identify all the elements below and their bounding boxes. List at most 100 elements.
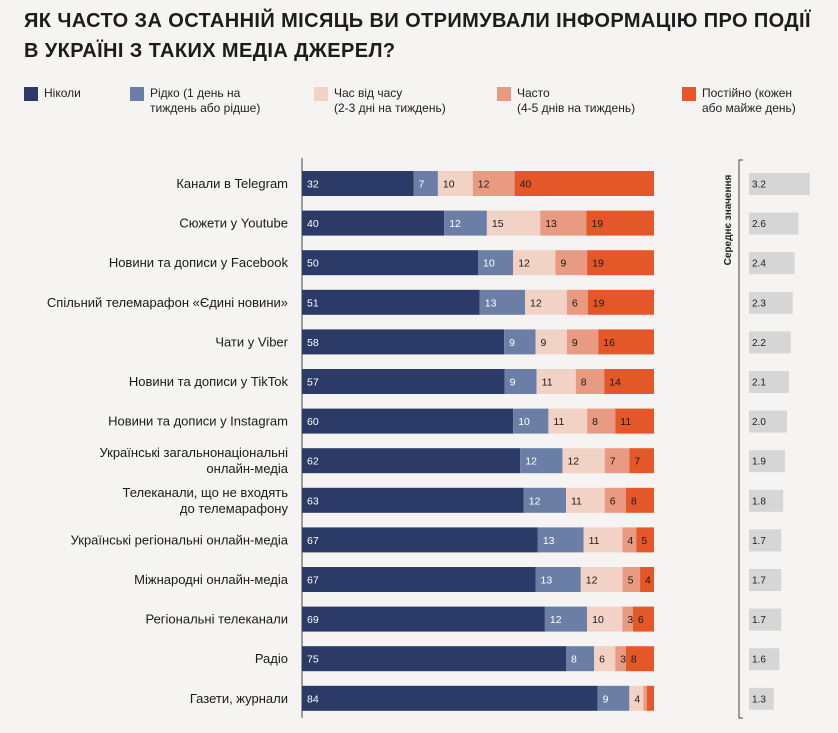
bar-value-label-4-8: 8 bbox=[631, 495, 637, 507]
bar-value-label-2-1: 15 bbox=[492, 218, 504, 230]
bar-segment-3-6 bbox=[587, 408, 616, 434]
bar-value-label-0-5: 57 bbox=[307, 377, 319, 389]
bar-segment-3-0 bbox=[472, 171, 515, 196]
bar-value-label-1-5: 9 bbox=[510, 377, 516, 389]
bar-segment-0-13 bbox=[302, 685, 598, 711]
average-value-label-3: 2.3 bbox=[752, 298, 766, 309]
category-label-11: Регіональні телеканали bbox=[145, 612, 288, 627]
category-label-line: Українські загальнонаціональні bbox=[99, 445, 288, 460]
bar-segment-0-9 bbox=[302, 527, 538, 553]
category-label-10: Міжнародні онлайн-медіа bbox=[134, 572, 289, 587]
average-value-label-10: 1.7 bbox=[752, 576, 766, 587]
bar-value-label-3-3: 6 bbox=[572, 297, 578, 309]
average-bar-1 bbox=[749, 212, 799, 235]
bar-value-label-2-12: 6 bbox=[599, 654, 605, 666]
category-label-line: Газети, журнали bbox=[190, 691, 288, 706]
bar-value-label-2-5: 11 bbox=[542, 377, 553, 389]
bar-value-label-0-8: 63 bbox=[307, 495, 319, 507]
bar-segment-4-10 bbox=[640, 567, 654, 592]
bar-segment-0-2 bbox=[302, 250, 478, 276]
legend-item-never: Ніколи bbox=[24, 86, 81, 101]
bar-segment-3-10 bbox=[622, 567, 641, 592]
category-label-line: Телеканали, що не входять bbox=[123, 485, 289, 500]
bar-value-label-1-4: 9 bbox=[509, 337, 515, 349]
bar-value-label-3-9: 4 bbox=[627, 535, 633, 547]
bar-value-label-1-7: 12 bbox=[525, 456, 537, 468]
average-bar-12 bbox=[749, 648, 780, 671]
average-bar-11 bbox=[749, 608, 782, 631]
bar-value-label-3-6: 8 bbox=[592, 416, 598, 428]
bar-segment-0-4 bbox=[302, 329, 505, 355]
bar-value-label-0-4: 58 bbox=[307, 337, 319, 349]
bar-segment-4-1 bbox=[586, 210, 654, 236]
bar-value-label-3-2: 9 bbox=[560, 258, 566, 270]
bar-segment-1-1 bbox=[444, 210, 487, 236]
bar-value-label-3-12: 3 bbox=[620, 654, 626, 666]
bar-segment-3-2 bbox=[555, 250, 588, 276]
legend-label-rarely: Рідко (1 день на тиждень або рідше) bbox=[150, 86, 261, 115]
bar-value-label-4-0: 40 bbox=[520, 179, 532, 191]
bar-segment-0-3 bbox=[302, 289, 480, 315]
bar-segment-2-2 bbox=[513, 250, 556, 276]
category-label-line: Спільний телемарафон «Єдині новини» bbox=[47, 295, 288, 310]
average-value-label-8: 1.8 bbox=[752, 496, 766, 507]
bar-segment-2-12 bbox=[594, 646, 616, 672]
bar-segment-2-7 bbox=[562, 448, 605, 474]
bar-value-label-1-11: 12 bbox=[550, 614, 562, 626]
bar-segment-3-7 bbox=[604, 448, 630, 474]
bar-value-label-4-4: 16 bbox=[603, 337, 615, 349]
legend-label-never: Ніколи bbox=[44, 86, 81, 100]
category-label-line: Чати у Viber bbox=[215, 334, 288, 349]
category-label-line: онлайн-медіа bbox=[206, 461, 288, 476]
bar-value-label-1-1: 12 bbox=[449, 218, 461, 230]
bar-value-label-2-6: 11 bbox=[553, 416, 564, 428]
bar-value-label-0-10: 67 bbox=[307, 575, 319, 587]
bar-segment-4-11 bbox=[632, 606, 654, 632]
legend-label-sometimes: Час від часу (2-3 дні на тиждень) bbox=[334, 86, 446, 115]
bar-value-label-4-9: 5 bbox=[641, 535, 647, 547]
category-label-4: Чати у Viber bbox=[215, 334, 288, 349]
bar-value-label-0-2: 50 bbox=[307, 258, 319, 270]
bar-segment-0-10 bbox=[302, 567, 536, 592]
bar-value-label-4-11: 6 bbox=[638, 614, 644, 626]
bar-segment-0-7 bbox=[302, 448, 521, 474]
bar-segment-1-2 bbox=[478, 250, 514, 276]
category-label-line: Міжнародні онлайн-медіа bbox=[134, 572, 289, 587]
bar-value-label-0-3: 51 bbox=[307, 297, 319, 309]
bar-segment-3-12 bbox=[615, 646, 626, 672]
category-label-line: Новини та дописи у Instagram bbox=[108, 414, 288, 429]
average-value-label-11: 1.7 bbox=[752, 615, 766, 626]
average-value-label-4: 2.2 bbox=[752, 338, 766, 349]
bar-segment-4-13 bbox=[646, 685, 654, 711]
category-label-line: до телемарафону bbox=[180, 501, 289, 516]
bar-value-label-3-5: 8 bbox=[581, 377, 587, 389]
category-label-7: Українські загальнонаціональні онлайн-мед… bbox=[99, 445, 288, 476]
bar-value-label-4-12: 8 bbox=[631, 654, 637, 666]
bar-segment-3-11 bbox=[622, 606, 633, 632]
bar-segment-2-1 bbox=[486, 210, 541, 236]
bar-value-label-2-2: 12 bbox=[518, 258, 530, 270]
average-bar-5 bbox=[749, 371, 789, 393]
category-label-line: Канали в Telegram bbox=[176, 176, 288, 191]
bar-segment-3-5 bbox=[575, 369, 605, 394]
category-label-5: Новини та дописи у TikTok bbox=[129, 374, 289, 389]
bar-segment-3-8 bbox=[604, 487, 626, 513]
average-value-label-12: 1.6 bbox=[752, 655, 766, 666]
bar-segment-2-8 bbox=[566, 487, 605, 513]
bar-value-label-4-3: 19 bbox=[593, 297, 605, 309]
average-title: Середнє значення bbox=[723, 174, 734, 265]
average-bracket bbox=[738, 159, 743, 719]
bar-value-label-1-8: 12 bbox=[529, 495, 541, 507]
bar-value-label-1-12: 8 bbox=[571, 654, 577, 666]
bar-value-label-3-11: 3 bbox=[627, 614, 633, 626]
bar-value-label-0-9: 67 bbox=[307, 535, 319, 547]
bar-segment-1-5 bbox=[504, 369, 537, 394]
bar-segment-0-5 bbox=[302, 369, 505, 394]
category-label-12: Радіо bbox=[255, 651, 288, 666]
legend-swatch-rarely bbox=[130, 87, 144, 101]
bar-value-label-2-10: 12 bbox=[586, 575, 598, 587]
bar-segment-0-8 bbox=[302, 487, 524, 513]
bar-value-label-3-8: 6 bbox=[610, 495, 616, 507]
average-bar-9 bbox=[749, 529, 782, 552]
bar-value-label-1-13: 9 bbox=[603, 693, 609, 705]
